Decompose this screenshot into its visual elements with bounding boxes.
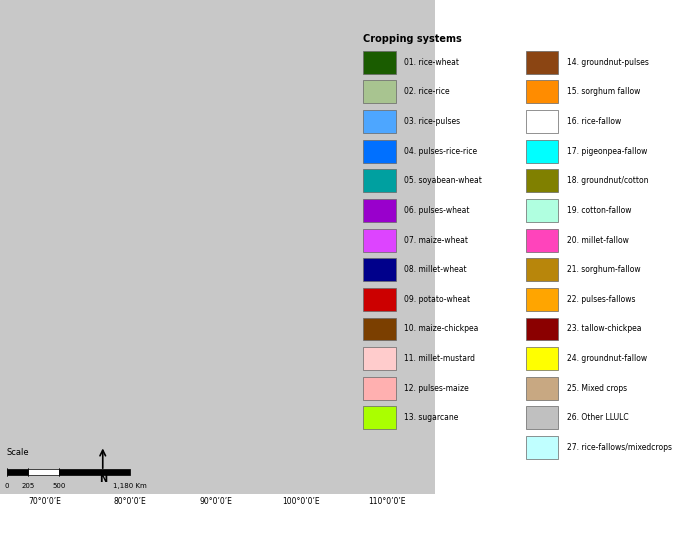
Text: 08. millet-wheat: 08. millet-wheat [404, 265, 466, 274]
Bar [363, 80, 396, 103]
Text: 15. sorghum fallow: 15. sorghum fallow [566, 87, 640, 97]
Text: 07. maize-wheat: 07. maize-wheat [404, 236, 468, 244]
Bar [363, 169, 396, 192]
Bar [525, 318, 558, 340]
Text: 19. cotton-fallow: 19. cotton-fallow [566, 206, 631, 215]
Text: 70°0’0’E: 70°0’0’E [28, 497, 61, 506]
Text: 09. potato-wheat: 09. potato-wheat [404, 295, 470, 304]
Text: 16. rice-fallow: 16. rice-fallow [566, 117, 621, 126]
Bar [525, 229, 558, 251]
Bar [525, 51, 558, 74]
Bar [363, 110, 396, 133]
Bar [525, 406, 558, 430]
Bar [525, 258, 558, 281]
Bar [363, 288, 396, 311]
Bar [363, 229, 396, 251]
Bar [363, 377, 396, 400]
Text: 500: 500 [53, 483, 66, 489]
Text: N: N [99, 473, 107, 484]
Text: 03. rice-pulses: 03. rice-pulses [404, 117, 460, 126]
Text: 05. soyabean-wheat: 05. soyabean-wheat [404, 176, 482, 185]
Bar [525, 288, 558, 311]
Text: 21. sorghum-fallow: 21. sorghum-fallow [566, 265, 640, 274]
Text: 0: 0 [5, 483, 9, 489]
Bar [525, 377, 558, 400]
Text: 20. millet-fallow: 20. millet-fallow [566, 236, 629, 244]
Text: 12. pulses-maize: 12. pulses-maize [404, 384, 469, 393]
Text: 27. rice-fallows/mixedcrops: 27. rice-fallows/mixedcrops [566, 443, 671, 452]
Text: 17. pigeonpea-fallow: 17. pigeonpea-fallow [566, 147, 647, 156]
Text: 13. sugarcane: 13. sugarcane [404, 413, 458, 422]
Text: 11. millet-mustard: 11. millet-mustard [404, 354, 475, 363]
Text: 26. Other LLULC: 26. Other LLULC [566, 413, 628, 422]
Text: 100°0’0’E: 100°0’0’E [283, 497, 320, 506]
Bar [363, 318, 396, 340]
Bar [525, 436, 558, 459]
Bar [363, 199, 396, 222]
Text: 90°0’0’E: 90°0’0’E [199, 497, 232, 506]
Bar [525, 140, 558, 163]
Bar [525, 347, 558, 370]
Text: 02. rice-rice: 02. rice-rice [404, 87, 449, 97]
Bar [363, 258, 396, 281]
Bar [363, 406, 396, 430]
Text: 18. groundnut/cotton: 18. groundnut/cotton [566, 176, 648, 185]
Text: 23. tallow-chickpea: 23. tallow-chickpea [566, 325, 641, 333]
Bar [525, 110, 558, 133]
Text: 01. rice-wheat: 01. rice-wheat [404, 58, 459, 67]
Bar [363, 51, 396, 74]
Bar [525, 80, 558, 103]
Text: Cropping systems: Cropping systems [363, 34, 462, 43]
Text: 205: 205 [22, 483, 35, 489]
Text: 1,180 Km: 1,180 Km [113, 483, 147, 489]
Text: 10. maize-chickpea: 10. maize-chickpea [404, 325, 478, 333]
Text: 110°0’0’E: 110°0’0’E [369, 497, 406, 506]
Text: 04. pulses-rice-rice: 04. pulses-rice-rice [404, 147, 477, 156]
Bar [363, 347, 396, 370]
Text: 80°0’0’E: 80°0’0’E [114, 497, 147, 506]
Bar [363, 140, 396, 163]
Text: 14. groundnut-pulses: 14. groundnut-pulses [566, 58, 649, 67]
Bar [525, 169, 558, 192]
Bar [525, 199, 558, 222]
Text: 22. pulses-fallows: 22. pulses-fallows [566, 295, 635, 304]
Text: 06. pulses-wheat: 06. pulses-wheat [404, 206, 469, 215]
Text: 24. groundnut-fallow: 24. groundnut-fallow [566, 354, 647, 363]
Text: 25. Mixed crops: 25. Mixed crops [566, 384, 627, 393]
Text: Scale: Scale [7, 447, 29, 457]
